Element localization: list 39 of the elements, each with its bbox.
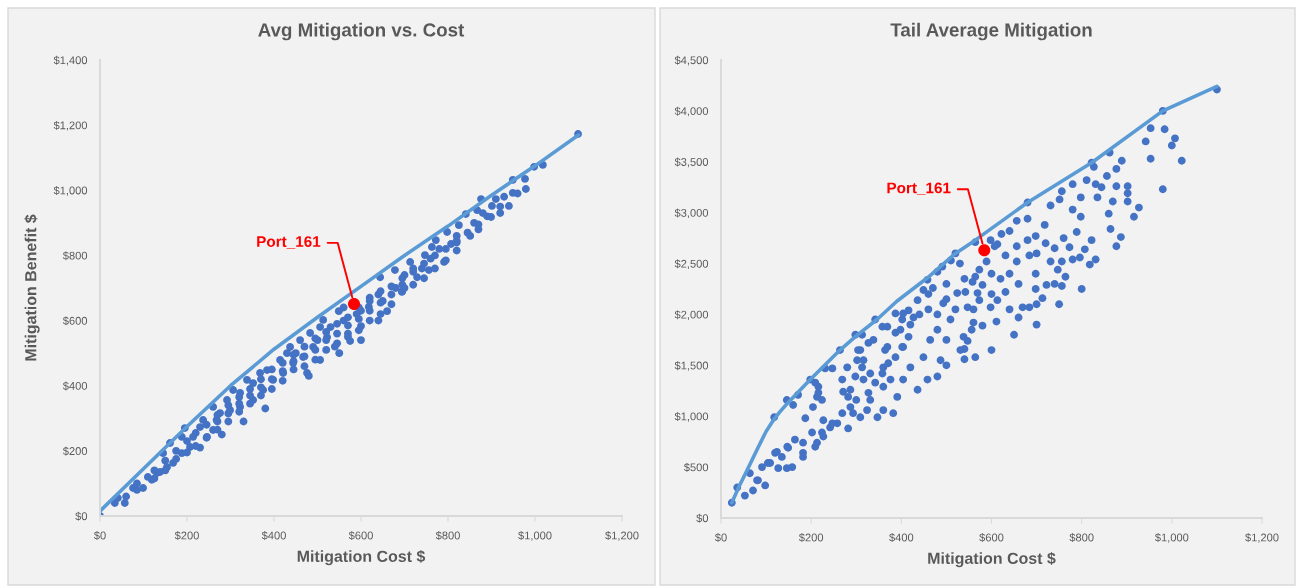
x-tick-label: $800 bbox=[435, 531, 460, 541]
y-tick-label: $3,000 bbox=[674, 208, 709, 219]
y-tick-label: $400 bbox=[62, 381, 88, 391]
x-tick-label: $1,200 bbox=[1245, 533, 1279, 543]
y-tick-label: $2,500 bbox=[674, 259, 709, 269]
y-axis-title: Mitigation Benefit $ bbox=[24, 214, 40, 361]
y-tick-label: $4,000 bbox=[674, 106, 709, 117]
y-tick-label: $0 bbox=[696, 513, 709, 523]
y-tick-label: $600 bbox=[62, 316, 88, 326]
x-tick-label: $800 bbox=[1069, 533, 1094, 543]
y-tick-label: $1,500 bbox=[674, 361, 709, 371]
x-axis-title: Mitigation Cost $ bbox=[297, 549, 426, 566]
y-tick-label: $1,200 bbox=[53, 120, 88, 131]
x-tick-label: $600 bbox=[348, 531, 373, 541]
y-tick-label: $2,000 bbox=[674, 310, 709, 320]
y-tick-label: $200 bbox=[62, 446, 88, 456]
x-tick-label: $1,000 bbox=[518, 531, 552, 541]
x-tick-label: $400 bbox=[261, 531, 286, 541]
y-tick-label: $0 bbox=[75, 511, 88, 521]
y-tick-label: $500 bbox=[683, 462, 709, 472]
x-axis-title: Mitigation Cost $ bbox=[928, 551, 1056, 568]
x-tick-label: $600 bbox=[979, 533, 1004, 543]
x-tick-label: $1,000 bbox=[1154, 533, 1189, 543]
x-tick-label: $400 bbox=[889, 533, 914, 543]
chart-title: Avg Mitigation vs. Cost bbox=[258, 22, 465, 41]
chart-title: Tail Average Mitigation bbox=[890, 22, 1092, 41]
y-tick-label: $4,500 bbox=[674, 55, 709, 66]
y-tick-label: $800 bbox=[62, 251, 88, 261]
x-tick-label: $1,200 bbox=[605, 531, 639, 541]
y-tick-label: $1,400 bbox=[53, 55, 88, 66]
y-tick-label: $1,000 bbox=[53, 186, 88, 196]
x-tick-label: $200 bbox=[174, 531, 199, 541]
x-tick-label: $0 bbox=[93, 531, 106, 541]
annotation: Port_161 bbox=[887, 182, 951, 196]
y-tick-label: $3,500 bbox=[674, 157, 709, 168]
x-tick-label: $200 bbox=[798, 533, 824, 543]
annotation: Port_161 bbox=[257, 236, 321, 249]
x-tick-label: $0 bbox=[714, 533, 727, 543]
y-tick-label: $1,000 bbox=[674, 412, 709, 422]
